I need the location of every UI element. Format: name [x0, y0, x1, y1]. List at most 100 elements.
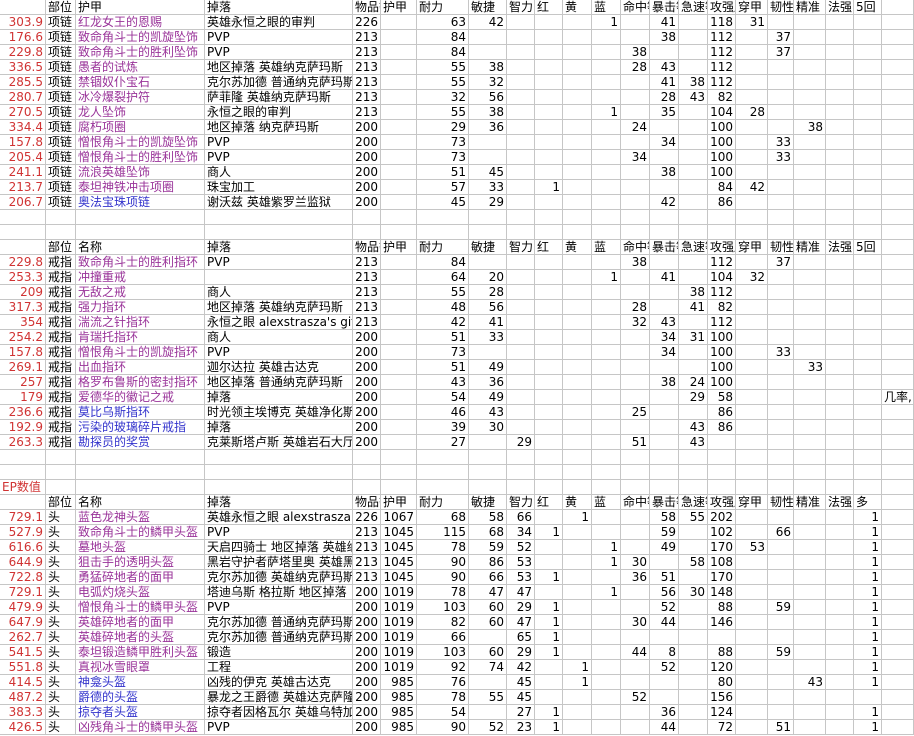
- empty-cell[interactable]: [563, 210, 592, 225]
- cell-yellow[interactable]: [563, 180, 592, 195]
- cell-res[interactable]: [768, 315, 794, 330]
- cell-drop[interactable]: 地区掉落 纳克萨玛斯: [205, 120, 353, 135]
- cell-drop[interactable]: 萨菲隆 英雄纳克萨玛斯: [205, 90, 353, 105]
- cell-haste[interactable]: [679, 600, 708, 615]
- cell-blue[interactable]: [592, 420, 621, 435]
- cell-sta[interactable]: 82: [417, 615, 469, 630]
- cell-extra[interactable]: [882, 630, 914, 645]
- cell-five[interactable]: 1: [854, 570, 882, 585]
- cell-arp[interactable]: [736, 420, 768, 435]
- cell-exp[interactable]: [794, 195, 826, 210]
- cell-crit[interactable]: 43: [650, 315, 679, 330]
- header-ep[interactable]: [0, 0, 46, 15]
- cell-sta[interactable]: 84: [417, 45, 469, 60]
- header-five[interactable]: 5回: [854, 240, 882, 255]
- cell-part[interactable]: 头: [46, 660, 76, 675]
- empty-cell[interactable]: [417, 210, 469, 225]
- cell-five[interactable]: 1: [854, 525, 882, 540]
- cell-armor[interactable]: [381, 375, 417, 390]
- cell-ep[interactable]: 336.5: [0, 60, 46, 75]
- cell-blue[interactable]: [592, 315, 621, 330]
- cell-hit[interactable]: [621, 30, 650, 45]
- empty-cell[interactable]: [768, 465, 794, 480]
- cell-crit[interactable]: 8: [650, 645, 679, 660]
- cell-armor[interactable]: [381, 300, 417, 315]
- cell-ilvl[interactable]: 200: [353, 120, 381, 135]
- cell-exp[interactable]: [794, 165, 826, 180]
- cell-extra[interactable]: [882, 150, 914, 165]
- cell-agi[interactable]: 86: [469, 555, 507, 570]
- cell-yellow[interactable]: [563, 285, 592, 300]
- cell-yellow[interactable]: [563, 360, 592, 375]
- cell-name[interactable]: 奥法宝珠项链: [76, 195, 205, 210]
- cell-blue[interactable]: [592, 660, 621, 675]
- cell-sp[interactable]: [826, 630, 854, 645]
- cell-agi[interactable]: [469, 435, 507, 450]
- header-sta[interactable]: 耐力: [417, 240, 469, 255]
- cell-ep[interactable]: 270.5: [0, 105, 46, 120]
- cell-hit[interactable]: [621, 105, 650, 120]
- header-red[interactable]: 红: [535, 495, 563, 510]
- cell-ap[interactable]: 86: [708, 420, 736, 435]
- empty-cell[interactable]: [469, 480, 507, 495]
- cell-hit[interactable]: [621, 270, 650, 285]
- cell-crit[interactable]: [650, 180, 679, 195]
- cell-sta[interactable]: 78: [417, 585, 469, 600]
- cell-part[interactable]: 项链: [46, 120, 76, 135]
- cell-drop[interactable]: 工程: [205, 660, 353, 675]
- cell-sp[interactable]: [826, 555, 854, 570]
- cell-blue[interactable]: [592, 90, 621, 105]
- cell-crit[interactable]: [650, 390, 679, 405]
- cell-part[interactable]: 头: [46, 525, 76, 540]
- cell-armor[interactable]: 985: [381, 690, 417, 705]
- cell-arp[interactable]: [736, 120, 768, 135]
- cell-extra[interactable]: [882, 120, 914, 135]
- cell-haste[interactable]: 55: [679, 510, 708, 525]
- cell-sp[interactable]: [826, 705, 854, 720]
- empty-cell[interactable]: [381, 225, 417, 240]
- cell-hit[interactable]: [621, 585, 650, 600]
- header-arp[interactable]: 穿甲: [736, 0, 768, 15]
- cell-ap[interactable]: [708, 630, 736, 645]
- cell-sta[interactable]: 55: [417, 285, 469, 300]
- cell-int[interactable]: [507, 15, 535, 30]
- cell-armor[interactable]: [381, 330, 417, 345]
- cell-armor[interactable]: [381, 285, 417, 300]
- cell-red[interactable]: [535, 690, 563, 705]
- cell-armor[interactable]: 1019: [381, 645, 417, 660]
- header-hit[interactable]: 命中等级: [621, 0, 650, 15]
- cell-ap[interactable]: 104: [708, 270, 736, 285]
- cell-sp[interactable]: [826, 345, 854, 360]
- cell-exp[interactable]: [794, 720, 826, 735]
- cell-ilvl[interactable]: 200: [353, 705, 381, 720]
- cell-ilvl[interactable]: 200: [353, 660, 381, 675]
- cell-blue[interactable]: 1: [592, 585, 621, 600]
- header-exp[interactable]: 精准: [794, 495, 826, 510]
- cell-haste[interactable]: 31: [679, 330, 708, 345]
- cell-blue[interactable]: [592, 360, 621, 375]
- cell-ilvl[interactable]: 226: [353, 15, 381, 30]
- cell-ep[interactable]: 280.7: [0, 90, 46, 105]
- cell-armor[interactable]: [381, 435, 417, 450]
- cell-sta[interactable]: 51: [417, 330, 469, 345]
- header-extra[interactable]: [882, 0, 914, 15]
- cell-ilvl[interactable]: 213: [353, 315, 381, 330]
- header-name[interactable]: 护甲: [76, 0, 205, 15]
- cell-hit[interactable]: 36: [621, 570, 650, 585]
- empty-cell[interactable]: [46, 480, 76, 495]
- empty-cell[interactable]: [469, 225, 507, 240]
- cell-hit[interactable]: 30: [621, 555, 650, 570]
- cell-ep[interactable]: 205.4: [0, 150, 46, 165]
- cell-blue[interactable]: [592, 435, 621, 450]
- cell-ep[interactable]: 213.7: [0, 180, 46, 195]
- cell-name[interactable]: 神龛头盔: [76, 675, 205, 690]
- cell-int[interactable]: [507, 165, 535, 180]
- empty-cell[interactable]: [417, 480, 469, 495]
- cell-res[interactable]: [768, 330, 794, 345]
- cell-five[interactable]: [854, 105, 882, 120]
- cell-name[interactable]: 蓝色龙神头盔: [76, 510, 205, 525]
- cell-drop[interactable]: 塔迪乌斯 格拉斯 地区掉落: [205, 585, 353, 600]
- empty-cell[interactable]: [679, 210, 708, 225]
- cell-extra[interactable]: [882, 615, 914, 630]
- cell-extra[interactable]: [882, 645, 914, 660]
